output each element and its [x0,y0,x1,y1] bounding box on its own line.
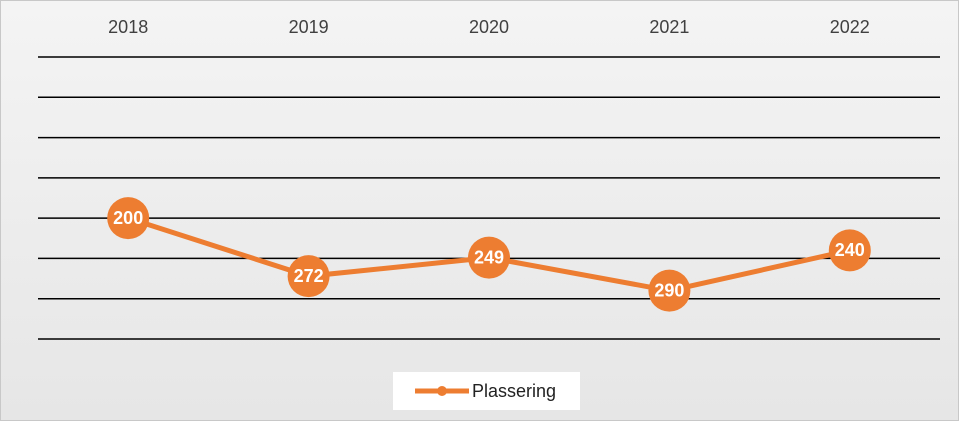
x-tick-label: 2021 [649,17,689,37]
x-tick-label: 2022 [830,17,870,37]
x-tick-label: 2020 [469,17,509,37]
data-label: 240 [835,240,865,260]
data-label: 249 [474,247,504,267]
marker [287,255,330,298]
marker [648,269,691,312]
legend-marker [437,386,447,396]
data-label: 200 [113,208,143,228]
marker [468,236,510,279]
marker [828,229,871,272]
x-tick-label: 2018 [108,17,148,37]
x-tick-label: 2019 [289,17,329,37]
legend-label: Plassering [472,381,556,401]
data-label: 290 [654,280,684,300]
data-label: 272 [294,266,324,286]
marker [107,197,150,240]
